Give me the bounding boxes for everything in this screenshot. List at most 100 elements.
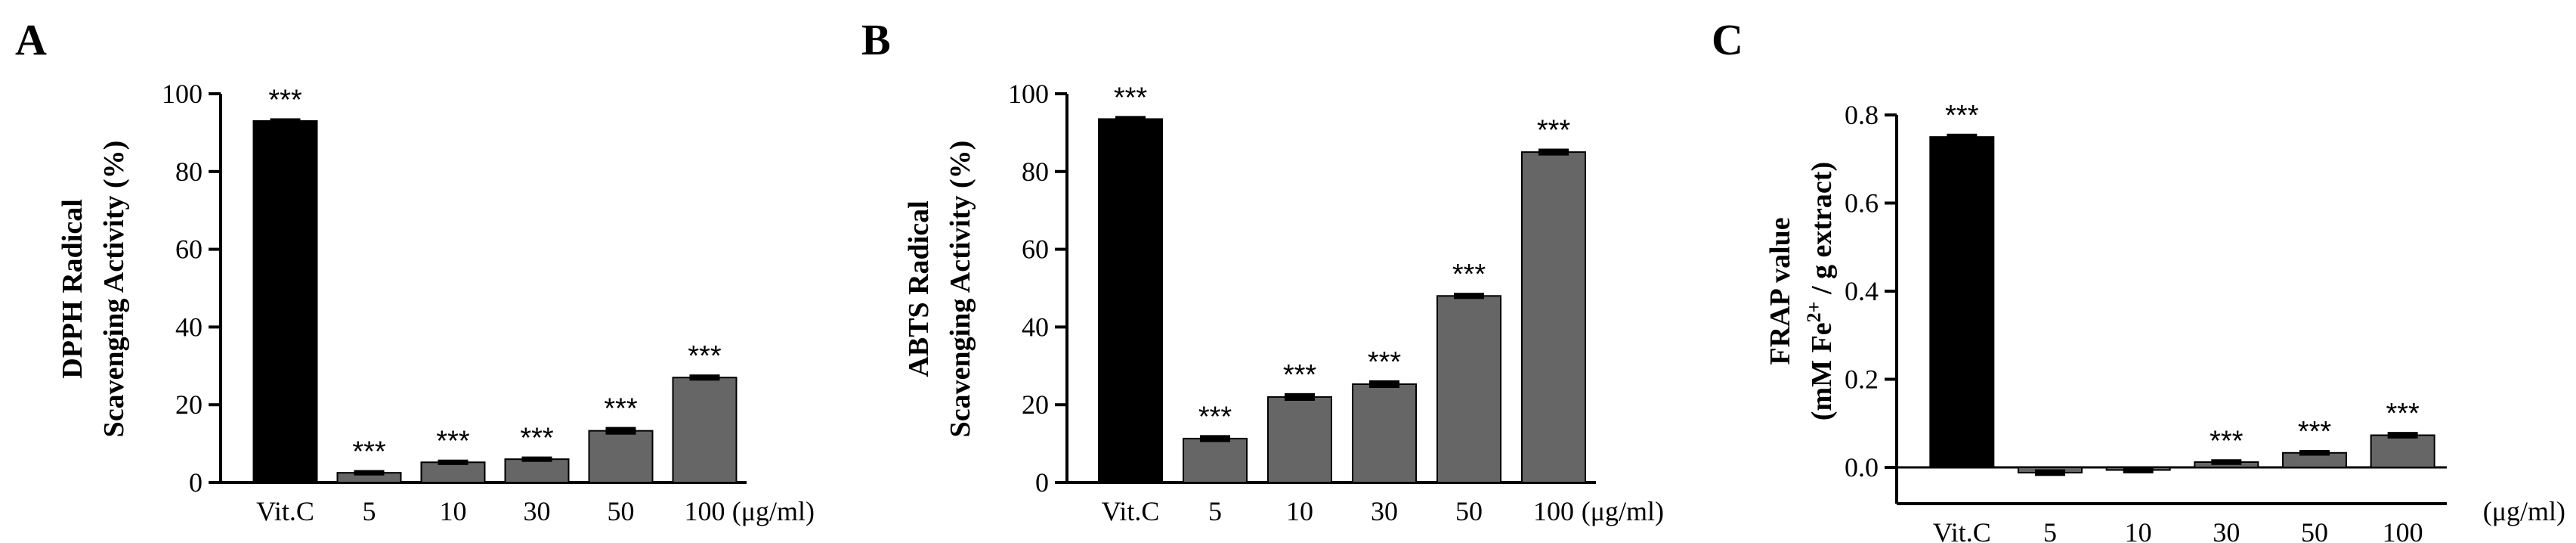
significance-label-4: *** [2298,416,2332,448]
bar-4 [588,430,654,483]
y-tick-label: 60 [1022,234,1049,265]
error-bar-1 [1200,435,1230,442]
significance-label-1: *** [352,436,386,468]
x-tick-label-1: 5 [1208,496,1222,526]
y-tick-label: 20 [175,389,203,420]
error-bar-5 [689,374,720,381]
panel-c: C FRAP value (mM Fe2+ / g extract) (μg/m… [1712,15,2565,543]
significance-label-0: *** [1114,82,1148,113]
y-tick-label: 20 [1022,389,1049,420]
significance-label-0: *** [1945,100,1979,132]
significance-label-1: *** [1198,401,1232,433]
x-tick-label-4: 50 [608,496,635,526]
x-tick-label-3: 30 [524,496,551,526]
error-bar-4 [2299,450,2330,456]
bar-0 [1929,136,1995,468]
error-bar-3 [521,456,552,462]
panel-a-unit-label: (μg/ml) [732,496,815,526]
y-tick-label: 60 [175,234,203,265]
y-tick-label: 0.8 [1845,100,1879,130]
panel-a-ylabel-line2: Scavenging Activity (%) [98,141,130,438]
panel-a: A DPPH Radical Scavenging Activity (%) (… [15,15,815,526]
panel-b-ylabel-line1: ABTS Radical [903,200,935,377]
y-tick-label: 0 [1035,467,1049,498]
panel-b-label: B [861,15,891,64]
bar-2 [420,461,486,483]
y-tick-label: 100 [162,79,203,109]
panel-b-ylabel-line2: Scavenging Activity (%) [945,141,976,438]
significance-label-4: *** [604,393,638,425]
significance-label-3: *** [2210,425,2244,457]
panel-c-ylabel-line1: FRAP value [1764,217,1796,365]
bar-2 [1267,396,1332,483]
panel-a-label: A [15,15,47,64]
bar-3 [1352,383,1417,484]
significance-label-5: *** [688,340,722,372]
panel-a-ylabel-line1: DPPH Radical [57,199,88,378]
x-tick-label-3: 30 [1371,496,1398,526]
y-tick-label: 0 [189,467,203,498]
x-tick-label-1: 5 [363,496,376,526]
x-tick-label-5: 100 [2383,517,2423,543]
significance-label-0: *** [268,84,302,116]
significance-label-5: *** [2386,398,2420,430]
bar-5 [672,377,738,483]
x-tick-label-1: 5 [2043,517,2057,543]
error-bar-4 [1454,293,1484,299]
bar-0 [252,119,318,483]
error-bar-1 [354,470,385,476]
bar-3 [504,458,570,483]
error-bar-2 [2123,467,2154,473]
significance-label-2: *** [1283,359,1317,391]
bar-5 [1521,151,1586,483]
y-tick-label: 0.0 [1845,452,1879,482]
x-tick-label-2: 10 [1286,496,1313,526]
bar-4 [1436,295,1501,483]
error-bar-0 [270,118,301,124]
x-tick-label-5: 100 [685,496,725,526]
y-tick-label: 80 [1022,157,1049,187]
x-tick-label-5: 100 [1533,496,1574,526]
panel-c-unit-label: (μg/ml) [2483,496,2565,526]
x-tick-label-2: 10 [2125,517,2152,543]
panel-c-label: C [1712,15,1743,64]
error-bar-3 [2211,459,2242,465]
y-tick-label: 0.2 [1845,365,1879,395]
panel-c-ylabel-suffix: / g extract) [1806,162,1838,302]
significance-label-2: *** [436,426,470,458]
significance-label-3: *** [1368,346,1402,378]
x-tick-label-4: 50 [2301,517,2328,543]
x-tick-label-0: Vit.C [1102,496,1160,526]
significance-label-3: *** [520,423,554,455]
bar-0 [1098,118,1163,483]
x-tick-label-0: Vit.C [256,496,314,526]
error-bar-2 [438,459,469,465]
error-bar-5 [2387,432,2418,439]
y-tick-label: 40 [1022,312,1049,342]
error-bar-4 [605,427,636,435]
bar-1 [1183,437,1248,484]
panel-b-unit-label: (μg/ml) [1582,496,1664,526]
x-tick-label-4: 50 [1455,496,1483,526]
x-tick-label-3: 30 [2213,517,2240,543]
bar-5 [2370,434,2435,468]
panel-c-ylabel-line2: (mM Fe2+ / g extract) [1803,162,1838,420]
panel-c-ylabel-prefix: (mM Fe [1806,322,1838,420]
significance-label-5: *** [1537,115,1571,147]
y-tick-label: 80 [175,157,203,187]
y-tick-label: 0.6 [1845,188,1879,219]
error-bar-0 [1947,133,1978,141]
y-tick-label: 100 [1008,79,1049,109]
x-tick-label-2: 10 [440,496,467,526]
error-bar-0 [1115,116,1146,123]
significance-label-4: *** [1452,259,1486,290]
error-bar-3 [1369,380,1399,389]
panel-c-ylabel-superscript: 2+ [1803,302,1825,323]
error-bar-1 [2035,469,2065,476]
x-tick-label-0: Vit.C [1933,517,1991,543]
error-bar-2 [1285,393,1315,402]
y-tick-label: 0.4 [1845,276,1879,306]
y-tick-label: 40 [175,312,203,342]
panel-b: B ABTS Radical Scavenging Activity (%) (… [861,15,1664,526]
